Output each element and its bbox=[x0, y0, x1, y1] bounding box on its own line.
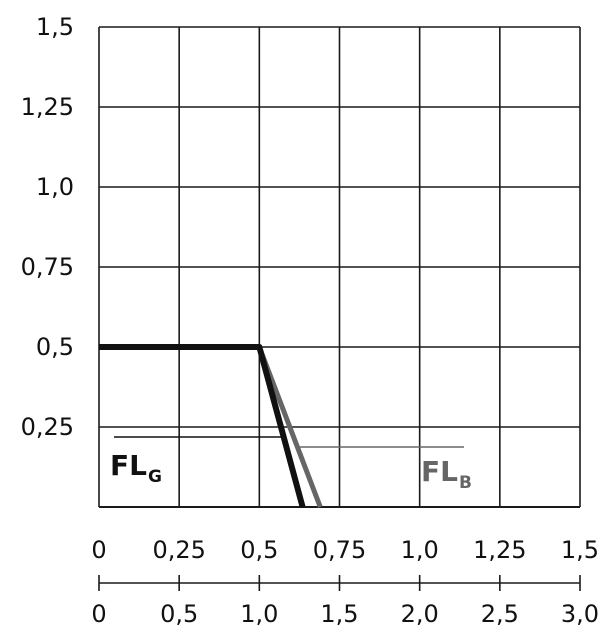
y-tick-label: 0,75 bbox=[21, 253, 74, 281]
y-tick-label: 1,5 bbox=[36, 13, 74, 41]
y-tick-label: 0,5 bbox=[36, 333, 74, 361]
x-tick-label: 0 bbox=[91, 536, 106, 564]
x-tick-label: 1,5 bbox=[561, 536, 599, 564]
x-tick-label: 0,25 bbox=[152, 536, 205, 564]
secondary-x-tick-label: 2,0 bbox=[401, 600, 439, 628]
x-tick-label: 0,75 bbox=[313, 536, 366, 564]
grid bbox=[98, 26, 581, 508]
x-tick-label: 1,0 bbox=[401, 536, 439, 564]
secondary-x-tick-label: 1,5 bbox=[320, 600, 358, 628]
secondary-x-tick-label: 0 bbox=[91, 600, 106, 628]
y-tick-label: 1,0 bbox=[36, 173, 74, 201]
series-line-flg bbox=[99, 344, 306, 508]
secondary-x-tick-label: 2,5 bbox=[481, 600, 519, 628]
x-tick-label: 1,25 bbox=[473, 536, 526, 564]
axes bbox=[98, 575, 581, 591]
secondary-x-tick-label: 1,0 bbox=[240, 600, 278, 628]
secondary-x-tick-label: 3,0 bbox=[561, 600, 599, 628]
series-label-flg: FLG bbox=[110, 449, 162, 487]
secondary-x-tick-label: 0,5 bbox=[160, 600, 198, 628]
series-label-flb: FLB bbox=[421, 455, 472, 493]
y-tick-label: 0,25 bbox=[21, 413, 74, 441]
labels: 1,5 1,25 1,0 0,75 0,5 0,25 0 0,25 0,5 0,75 1,0 1,25… bbox=[21, 13, 600, 628]
x-tick-label: 0,5 bbox=[240, 536, 278, 564]
series-lines bbox=[99, 344, 323, 508]
y-tick-label: 1,25 bbox=[21, 93, 74, 121]
